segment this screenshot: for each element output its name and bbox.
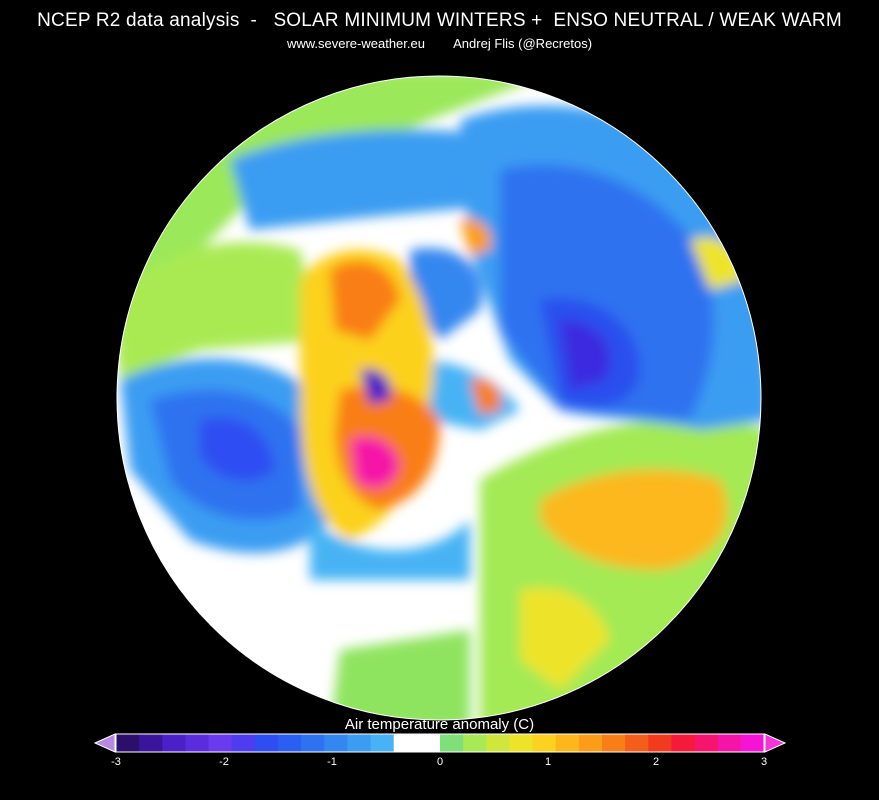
colorbar-cell — [116, 734, 140, 752]
colorbar-cell — [185, 734, 210, 752]
colorbar-cell — [416, 734, 441, 752]
colorbar-over-arrow — [764, 733, 787, 753]
colorbar-cell — [254, 734, 279, 752]
colorbar-cell — [602, 734, 626, 752]
colorbar-cell — [671, 734, 696, 752]
colorbar-cell — [625, 734, 649, 752]
colorbar-cell — [717, 734, 742, 752]
colorbar-cell — [370, 734, 395, 752]
colorbar-tick-label: -3 — [111, 756, 121, 768]
colorbar-cells — [115, 733, 765, 753]
colorbar-cell — [208, 734, 233, 752]
colorbar-cell — [740, 734, 765, 752]
chart-subtitle: www.severe-weather.eu Andrej Flis (@Recr… — [286, 36, 593, 51]
colorbar-cell — [162, 734, 186, 752]
colorbar-tick-label: -1 — [327, 756, 337, 768]
colorbar-tick-label: 0 — [437, 756, 443, 768]
colorbar-tick-label: 2 — [653, 756, 659, 768]
colorbar-cell — [324, 734, 348, 752]
colorbar-cell — [231, 734, 256, 752]
colorbar-cell — [463, 734, 487, 752]
colorbar-tick-label: 3 — [761, 756, 767, 768]
colorbar-ticks: -3 -2 -1 0 1 2 3 — [111, 756, 767, 768]
colorbar-cell — [694, 734, 719, 752]
colorbar-frame — [115, 733, 765, 753]
colorbar-under-arrow — [93, 733, 116, 753]
colorbar-cell — [301, 734, 325, 752]
colorbar-cell — [532, 734, 557, 752]
colorbar-cell — [278, 734, 302, 752]
colorbar-cell — [440, 734, 464, 752]
colorbar-cell — [578, 734, 603, 752]
colorbar-cell — [486, 734, 510, 752]
colorbar-cell — [139, 734, 163, 752]
anomaly-field — [117, 76, 761, 720]
colorbar-tick-label: 1 — [545, 756, 551, 768]
colorbar-cell — [648, 734, 672, 752]
colorbar-cell — [509, 734, 534, 752]
colorbar-cell — [555, 734, 580, 752]
colorbar-tick-label: -2 — [219, 756, 229, 768]
chart-title: NCEP R2 data analysis - SOLAR MINIMUM WI… — [37, 10, 842, 31]
colorbar-cell — [347, 734, 372, 752]
colorbar-cell — [393, 734, 418, 752]
colorbar-title: Air temperature anomaly (C) — [344, 716, 535, 733]
